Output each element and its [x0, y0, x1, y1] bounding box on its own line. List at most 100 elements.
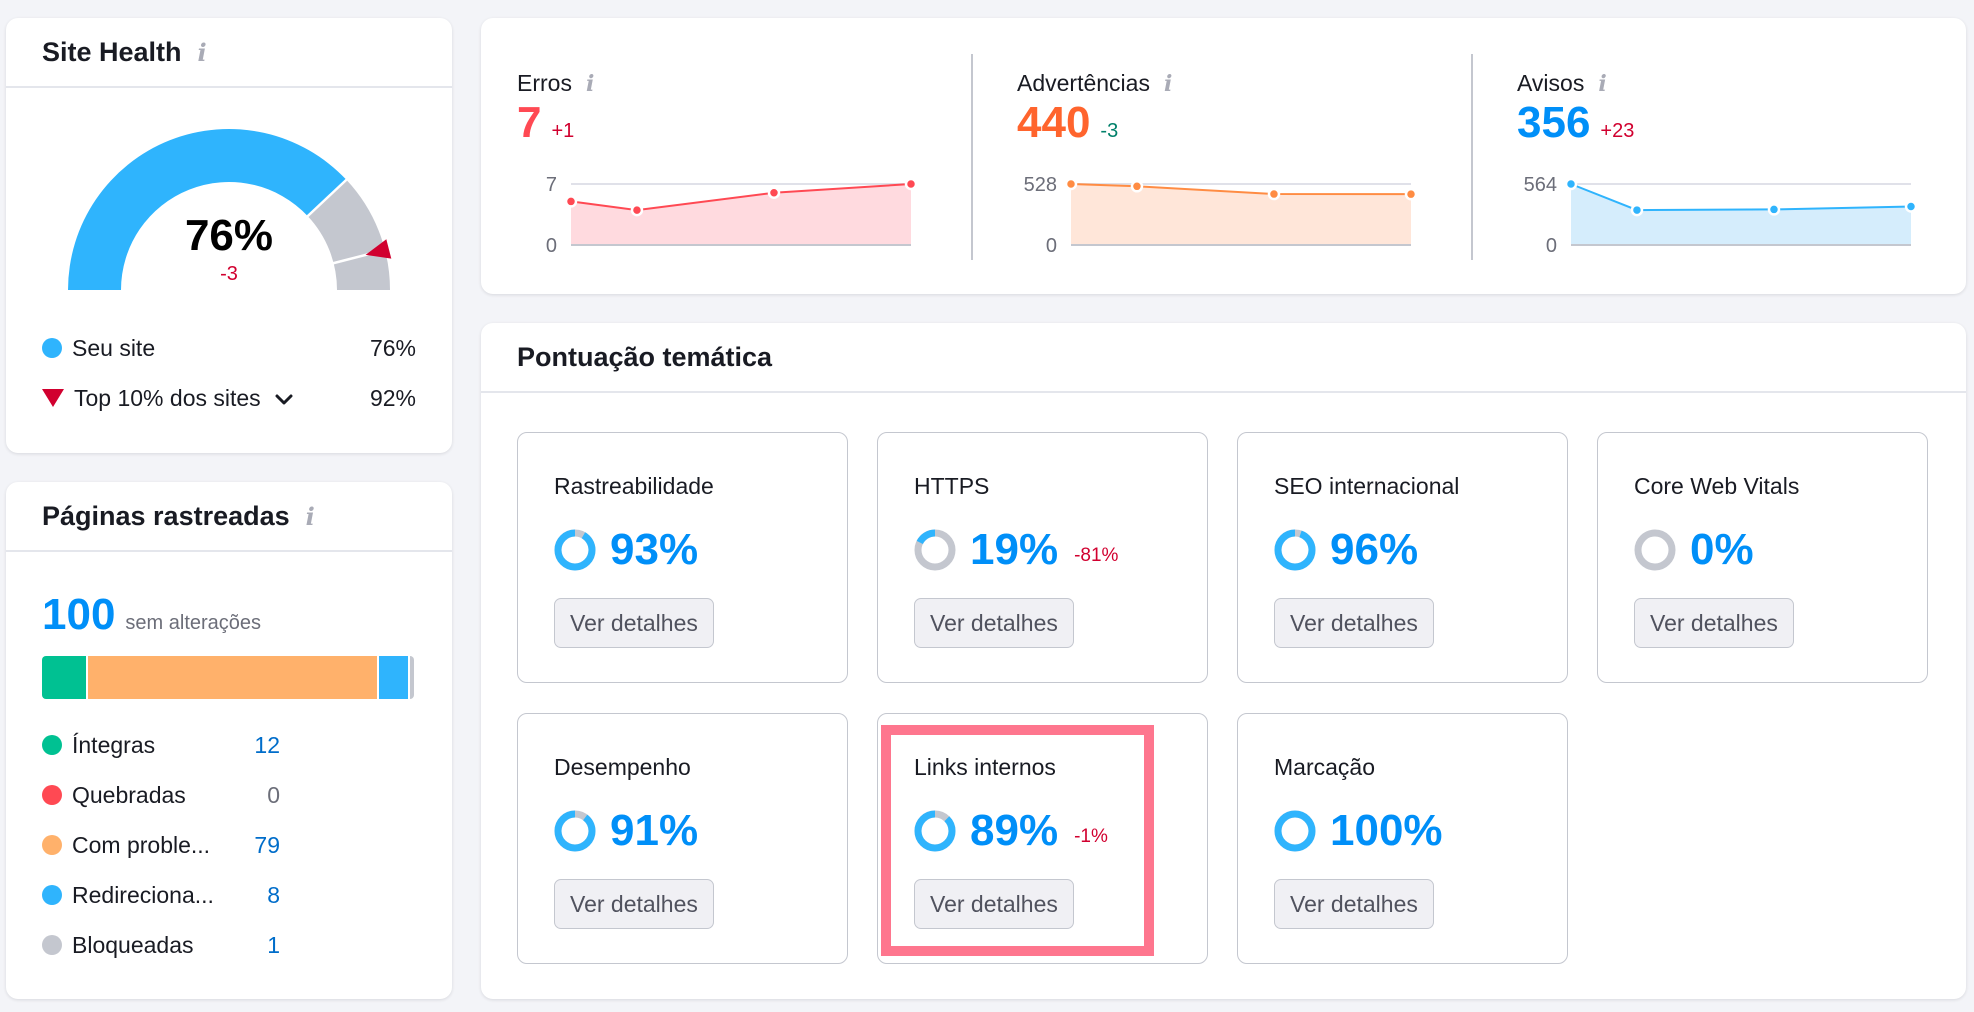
- info-icon[interactable]: i: [585, 70, 595, 97]
- row-value: 0: [267, 781, 280, 808]
- view-details-button[interactable]: Ver detalhes: [914, 598, 1074, 648]
- crawl-row-blocked[interactable]: Bloqueadas 1: [42, 929, 280, 961]
- distribution-segment[interactable]: [87, 656, 378, 699]
- view-details-button[interactable]: Ver detalhes: [914, 879, 1074, 929]
- donut-progress-icon: [1634, 529, 1676, 571]
- info-icon[interactable]: i: [197, 37, 207, 67]
- info-icon[interactable]: i: [1163, 70, 1173, 97]
- distribution-segment[interactable]: [42, 656, 86, 699]
- crawled-pages-title: Páginas rastreadas: [42, 500, 290, 531]
- crawl-row-have-issues[interactable]: Com proble... 79: [42, 829, 280, 861]
- thematic-header: Pontuação temática: [481, 323, 1966, 393]
- metric-title: Advertências: [1017, 70, 1150, 96]
- green-dot-icon: [42, 735, 62, 755]
- svg-text:0: 0: [1046, 235, 1057, 257]
- legend-label: Top 10% dos sites: [74, 384, 261, 411]
- crawled-total-number[interactable]: 100: [42, 590, 116, 639]
- metric-value[interactable]: 440: [1017, 98, 1091, 147]
- crawl-row-healthy[interactable]: Íntegras 12: [42, 729, 280, 761]
- tile-score-change: -81%: [1074, 545, 1119, 566]
- row-value[interactable]: 79: [254, 831, 280, 858]
- tile-score: 100%: [1274, 806, 1443, 856]
- svg-text:7: 7: [546, 174, 557, 196]
- gauge-chart: [68, 129, 392, 290]
- orange-dot-icon: [42, 835, 62, 855]
- thematic-reports-card: Pontuação temática Rastreabilidade 93% Ver…: [481, 323, 1966, 999]
- tile-score: 89% -1%: [914, 806, 1108, 856]
- tile-score-value: 0%: [1690, 525, 1754, 574]
- tile-title: HTTPS: [914, 473, 990, 499]
- tile-score-value: 93%: [610, 525, 699, 574]
- info-icon[interactable]: i: [305, 501, 315, 531]
- metric-delta: -3: [1100, 120, 1119, 142]
- legend-your-site: Seu site 76%: [42, 332, 416, 364]
- gray-dot-icon: [42, 935, 62, 955]
- thematic-tile: Links internos 89% -1% Ver detalhes: [877, 713, 1208, 964]
- distribution-segment[interactable]: [379, 656, 409, 699]
- tile-score-value: 91%: [610, 806, 699, 855]
- view-details-button[interactable]: Ver detalhes: [1274, 879, 1434, 929]
- row-label: Quebradas: [72, 781, 186, 808]
- legend-value: 92%: [369, 384, 416, 411]
- crawl-row-redirected[interactable]: Redireciona... 8: [42, 879, 280, 911]
- metric-notices[interactable]: Avisos i 356 +23 564 0: [1481, 18, 1966, 294]
- health-score-delta: -3: [220, 263, 238, 285]
- donut-progress-icon: [554, 810, 596, 852]
- tile-score: 96%: [1274, 525, 1418, 575]
- crawled-total: 100 sem alterações: [42, 590, 261, 640]
- distribution-segment[interactable]: [410, 656, 414, 699]
- blue-dot-icon: [42, 885, 62, 905]
- row-value[interactable]: 12: [254, 731, 280, 758]
- donut-progress-icon: [914, 810, 956, 852]
- row-value[interactable]: 8: [267, 881, 280, 908]
- red-triangle-icon: [42, 389, 64, 407]
- tile-title: Links internos: [914, 754, 1056, 780]
- health-gauge: [6, 18, 452, 318]
- chevron-down-icon[interactable]: [275, 385, 293, 412]
- donut-progress-icon: [1274, 529, 1316, 571]
- top10-marker-icon: [365, 239, 392, 259]
- metric-warnings[interactable]: Advertências i 440 -3 528 0: [981, 18, 1471, 294]
- view-details-button[interactable]: Ver detalhes: [1634, 598, 1794, 648]
- view-details-button[interactable]: Ver detalhes: [554, 598, 714, 648]
- metric-value[interactable]: 356: [1517, 98, 1591, 147]
- site-health-header: Site Health i: [6, 18, 452, 88]
- thematic-tile: SEO internacional 96% Ver detalhes: [1237, 432, 1568, 683]
- svg-text:528: 528: [1024, 174, 1057, 196]
- view-details-button[interactable]: Ver detalhes: [1274, 598, 1434, 648]
- blue-dot-icon: [42, 338, 62, 358]
- row-label: Íntegras: [72, 731, 156, 758]
- tile-title: Core Web Vitals: [1634, 473, 1800, 499]
- tile-score-change: -1%: [1074, 826, 1108, 847]
- tile-title: Marcação: [1274, 754, 1375, 780]
- row-value[interactable]: 1: [267, 931, 280, 958]
- tile-title: Desempenho: [554, 754, 691, 780]
- crawl-row-broken: Quebradas 0: [42, 779, 280, 811]
- info-icon[interactable]: i: [1598, 70, 1607, 97]
- metric-value[interactable]: 7: [517, 98, 542, 147]
- notices-sparkline: 564 0: [1524, 174, 1918, 257]
- tile-score-value: 96%: [1330, 525, 1419, 574]
- view-details-button[interactable]: Ver detalhes: [554, 879, 714, 929]
- tile-score: 91%: [554, 806, 698, 856]
- crawled-pages-card: Páginas rastreadas i 100 sem alterações …: [6, 482, 452, 999]
- thematic-tile: HTTPS 19% -81% Ver detalhes: [877, 432, 1208, 683]
- tile-score-value: 89%: [970, 806, 1059, 855]
- distribution-bar[interactable]: [42, 656, 414, 699]
- legend-label: Seu site: [72, 334, 156, 361]
- thematic-tile: Marcação 100% Ver detalhes: [1237, 713, 1568, 964]
- divider: [971, 54, 973, 260]
- health-score: 76%: [184, 211, 274, 260]
- site-health-title: Site Health: [42, 36, 182, 67]
- row-label: Redireciona...: [72, 881, 214, 908]
- svg-text:0: 0: [546, 235, 557, 257]
- legend-top10: Top 10% dos sites 92%: [42, 382, 416, 414]
- divider: [1471, 54, 1473, 260]
- thematic-tile: Core Web Vitals 0% Ver detalhes: [1597, 432, 1928, 683]
- thematic-tile: Desempenho 91% Ver detalhes: [517, 713, 848, 964]
- red-dot-icon: [42, 785, 62, 805]
- crawled-pages-header: Páginas rastreadas i: [6, 482, 452, 552]
- tile-score-value: 19%: [970, 525, 1059, 574]
- tile-score-value: 100%: [1330, 806, 1443, 855]
